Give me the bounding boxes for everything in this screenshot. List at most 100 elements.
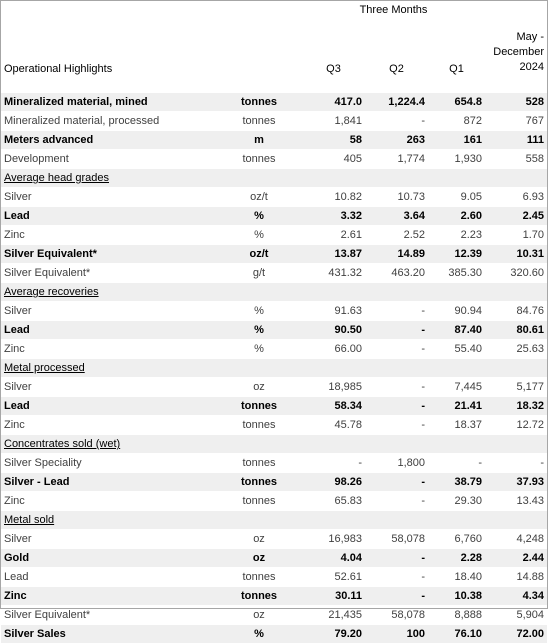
table-row: Silver% 91.63-90.94 84.76 bbox=[1, 301, 547, 321]
row-unit: % bbox=[216, 320, 302, 340]
q1-value: 2.28 bbox=[428, 548, 485, 568]
row-label: Silver - Lead bbox=[1, 472, 216, 492]
table-title: Operational Highlights bbox=[4, 63, 113, 75]
may-december-2024-value: 528 bbox=[485, 93, 547, 112]
q1-value bbox=[428, 168, 485, 188]
row-label: Zinc bbox=[1, 339, 216, 359]
q3-value: 4.04 bbox=[302, 548, 365, 568]
row-label: Metal processed bbox=[1, 358, 216, 378]
q2-value: - bbox=[365, 301, 428, 321]
row-label: Silver Sales bbox=[1, 624, 216, 644]
row-unit: tonnes bbox=[216, 472, 302, 492]
row-unit: oz bbox=[216, 529, 302, 549]
q1-value: 76.10 bbox=[428, 624, 485, 644]
row-unit: tonnes bbox=[216, 111, 302, 131]
may-december-2024-value: 558 bbox=[485, 149, 547, 169]
q2-value bbox=[365, 510, 428, 530]
q2-value: 463.20 bbox=[365, 263, 428, 283]
row-label: Silver Equivalent* bbox=[1, 263, 216, 283]
table-row: Zinc tonnes 30.11-10.38 4.34 bbox=[1, 586, 547, 606]
row-label: Zinc bbox=[1, 225, 216, 245]
may-december-2024-value: 4,248 bbox=[485, 529, 547, 549]
row-unit: % bbox=[216, 339, 302, 359]
q1-value bbox=[428, 434, 485, 454]
q3-value: 98.26 bbox=[302, 472, 365, 492]
may-december-2024-value: 18.32 bbox=[485, 396, 547, 416]
q1-value: 161 bbox=[428, 130, 485, 150]
table-row: Silver Equivalent* g/t 431.32 463.20 385.30 3… bbox=[1, 263, 547, 283]
table-row: Silver Sales% 79.20 100 76.10 72.00 bbox=[1, 624, 547, 644]
q1-value: 1,930 bbox=[428, 149, 485, 169]
q3-value: 16,983 bbox=[302, 529, 365, 549]
column-header-may-december-2024: May - December 2024 bbox=[485, 18, 547, 93]
q1-value: 654.8 bbox=[428, 93, 485, 112]
q3-value: 417.0 bbox=[302, 93, 365, 112]
row-unit: % bbox=[216, 206, 302, 226]
row-label: Lead bbox=[1, 567, 216, 587]
q2-value: - bbox=[365, 548, 428, 568]
row-label: Silver bbox=[1, 301, 216, 321]
table-row: Meters advanced m 58 263 161 111 bbox=[1, 130, 547, 150]
column-header-q3: Q3 bbox=[326, 63, 341, 75]
q3-value: 18,985 bbox=[302, 377, 365, 397]
may-december-2024-value: 4.34 bbox=[485, 586, 547, 606]
q2-value bbox=[365, 282, 428, 302]
q1-value: 9.05 bbox=[428, 187, 485, 207]
row-unit: tonnes bbox=[216, 491, 302, 511]
q3-value bbox=[302, 434, 365, 454]
q1-value bbox=[428, 282, 485, 302]
table-row: Lead% 3.32 3.64 2.60 2.45 bbox=[1, 206, 547, 226]
row-unit bbox=[216, 434, 302, 454]
q2-value: 2.52 bbox=[365, 225, 428, 245]
q2-value: 58,078 bbox=[365, 605, 428, 625]
table-row: Lead% 90.50-87.40 80.61 bbox=[1, 320, 547, 340]
row-unit: tonnes bbox=[216, 415, 302, 435]
may-december-2024-value bbox=[485, 168, 547, 188]
q1-value: 87.40 bbox=[428, 320, 485, 340]
q3-value: 91.63 bbox=[302, 301, 365, 321]
q1-value: 55.40 bbox=[428, 339, 485, 359]
ytd-header-line1: May - bbox=[516, 31, 545, 43]
q3-value: 79.20 bbox=[302, 624, 365, 644]
table-row: Zinc tonnes 65.83-29.30 13.43 bbox=[1, 491, 547, 511]
q2-value: - bbox=[365, 491, 428, 511]
table-row: Silver - Lead tonnes 98.26-38.79 37.93 bbox=[1, 472, 547, 492]
ytd-header-line3: 2024 bbox=[519, 61, 544, 73]
row-unit: tonnes bbox=[216, 149, 302, 169]
may-december-2024-value: 6.93 bbox=[485, 187, 547, 207]
may-december-2024-value: 767 bbox=[485, 111, 547, 131]
row-unit: tonnes bbox=[216, 586, 302, 606]
may-december-2024-value: 1.70 bbox=[485, 225, 547, 245]
row-label: Lead bbox=[1, 320, 216, 340]
table-row: Zinc% 2.61 2.52 2.23 1.70 bbox=[1, 225, 547, 245]
q2-value bbox=[365, 434, 428, 454]
q3-value bbox=[302, 358, 365, 378]
row-unit: tonnes bbox=[216, 93, 302, 112]
row-label: Gold bbox=[1, 548, 216, 568]
q1-value: 38.79 bbox=[428, 472, 485, 492]
three-months-header: Three Months bbox=[359, 3, 428, 16]
column-header-q2: Q2 bbox=[389, 63, 404, 75]
may-december-2024-value: 2.44 bbox=[485, 548, 547, 568]
q2-value: 14.89 bbox=[365, 244, 428, 264]
may-december-2024-value: 84.76 bbox=[485, 301, 547, 321]
q2-value: - bbox=[365, 415, 428, 435]
row-label: Lead bbox=[1, 396, 216, 416]
q3-value: 2.61 bbox=[302, 225, 365, 245]
q1-value: 12.39 bbox=[428, 244, 485, 264]
q3-value: 1,841 bbox=[302, 111, 365, 131]
row-unit bbox=[216, 282, 302, 302]
row-label: Silver Equivalent* bbox=[1, 244, 216, 264]
row-label: Zinc bbox=[1, 415, 216, 435]
q3-value: 21,435 bbox=[302, 605, 365, 625]
row-label: Silver bbox=[1, 187, 216, 207]
q1-value bbox=[428, 510, 485, 530]
q1-value: 6,760 bbox=[428, 529, 485, 549]
q3-value: 58 bbox=[302, 130, 365, 150]
q3-value: 66.00 bbox=[302, 339, 365, 359]
may-december-2024-value: 10.31 bbox=[485, 244, 547, 264]
row-unit bbox=[216, 510, 302, 530]
q2-value: 1,224.4 bbox=[365, 93, 428, 112]
row-unit: % bbox=[216, 301, 302, 321]
